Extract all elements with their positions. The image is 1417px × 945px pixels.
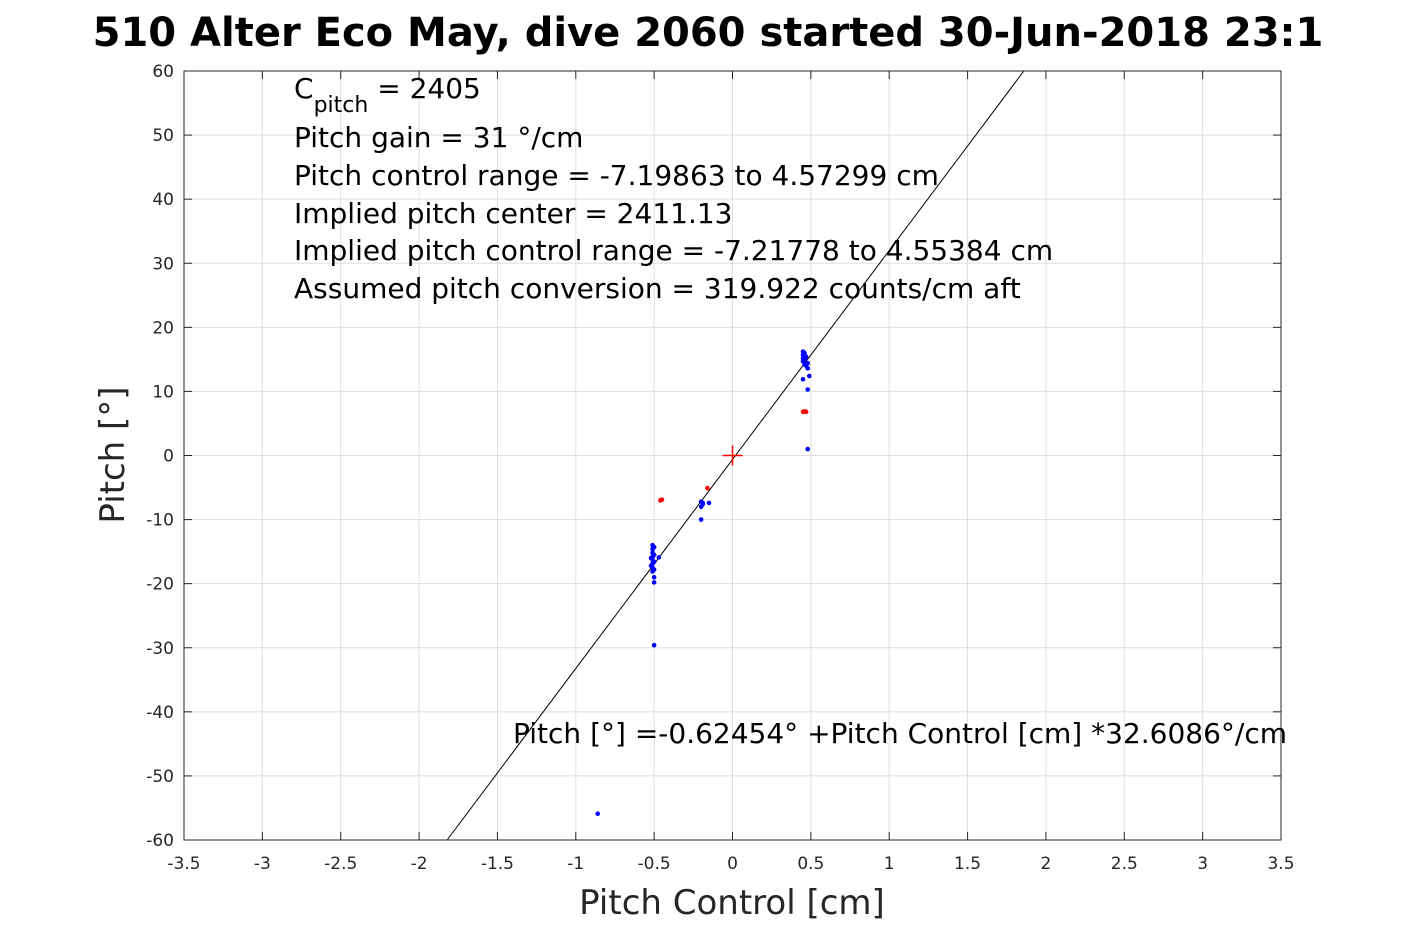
x-axis-ticks: -3.5 -3 -2.5 -2 -1.5 -1 -0.5 0 0.5 1 1.5 2 2.5 3 3.5 xyxy=(167,71,1295,874)
x-tick-label: -2 xyxy=(411,854,428,874)
blue-data-point xyxy=(656,555,662,560)
c-pitch-subscript: pitch xyxy=(314,93,369,118)
y-axis-ticks: -60 -50 -40 -30 -20 -10 0 10 20 30 40 50 60 xyxy=(146,62,1281,851)
x-axis-label: Pitch Control [cm] xyxy=(579,883,885,923)
y-tick-label: -40 xyxy=(146,703,174,723)
blue-data-point xyxy=(698,517,704,522)
blue-data-point xyxy=(802,350,807,356)
x-tick-label: 3 xyxy=(1197,854,1208,874)
y-tick-label: 0 xyxy=(163,447,174,467)
y-tick-label: -60 xyxy=(146,831,174,851)
blue-data-point xyxy=(803,354,809,360)
blue-data-point xyxy=(651,567,657,572)
fit-equation: Pitch [°] =-0.62454° +Pitch Control [cm]… xyxy=(513,717,1287,750)
blue-data-point xyxy=(805,360,811,366)
x-tick-label: -1.5 xyxy=(481,854,514,874)
y-tick-label: -20 xyxy=(146,575,174,595)
x-tick-label: 2 xyxy=(1041,854,1052,874)
red-data-point xyxy=(659,497,665,503)
blue-data-point xyxy=(651,552,657,558)
blue-data-point xyxy=(651,544,657,550)
annotation-implied-pitch-control-range: Implied pitch control range = -7.21778 t… xyxy=(294,234,1053,267)
y-tick-label: -30 xyxy=(146,639,174,659)
blue-data-point xyxy=(651,574,657,580)
annotation-pitch-control-range: Pitch control range = -7.19863 to 4.5729… xyxy=(294,159,939,192)
x-tick-label: -3.5 xyxy=(167,854,200,874)
blue-data-point xyxy=(706,500,712,506)
y-tick-label: 20 xyxy=(152,318,174,338)
x-tick-label: 0.5 xyxy=(797,854,824,874)
y-tick-label: 30 xyxy=(152,254,174,274)
center-marker-layer xyxy=(722,445,743,466)
blue-data-point xyxy=(648,563,654,569)
blue-data-point xyxy=(805,446,811,452)
blue-data-point xyxy=(651,642,657,648)
x-tick-label: 1.5 xyxy=(954,854,981,874)
blue-data-point xyxy=(651,580,657,585)
annotation-implied-pitch-center: Implied pitch center = 2411.13 xyxy=(294,197,732,230)
annotation-c-pitch: Cpitch = 2405 xyxy=(294,72,481,118)
blue-data-point xyxy=(698,504,704,510)
blue-data-point xyxy=(800,376,806,382)
x-tick-label: 2.5 xyxy=(1111,854,1138,874)
y-tick-label: 40 xyxy=(152,190,174,210)
c-pitch-symbol: C xyxy=(294,72,314,105)
grid xyxy=(184,71,1281,840)
x-tick-label: 1 xyxy=(884,854,895,874)
x-tick-label: -2.5 xyxy=(324,854,357,874)
y-tick-label: -10 xyxy=(146,511,174,531)
y-axis-label: Pitch [°] xyxy=(93,386,133,523)
blue-data-point xyxy=(595,811,601,817)
y-tick-label: -50 xyxy=(146,767,174,787)
x-tick-label: 0 xyxy=(727,854,738,874)
x-tick-label: 3.5 xyxy=(1267,854,1294,874)
blue-data-point xyxy=(648,555,654,561)
red-data-point xyxy=(803,409,809,415)
y-tick-label: 60 xyxy=(152,62,174,82)
blue-data-point xyxy=(651,559,657,565)
c-pitch-value: = 2405 xyxy=(368,72,481,105)
info-annotations: Cpitch = 2405 Pitch gain = 31 °/cm Pitch… xyxy=(294,72,1287,750)
red-data-point xyxy=(705,485,710,491)
y-tick-label: 50 xyxy=(152,126,174,146)
data-points xyxy=(595,349,812,817)
blue-data-point xyxy=(700,500,706,506)
x-tick-label: -3 xyxy=(254,854,271,874)
center-plus-marker xyxy=(722,445,743,466)
blue-data-point xyxy=(805,387,811,392)
x-tick-label: -1 xyxy=(567,854,584,874)
chart-title: 510 Alter Eco May, dive 2060 started 30-… xyxy=(93,10,1324,56)
y-tick-label: 10 xyxy=(152,382,174,402)
x-tick-label: -0.5 xyxy=(638,854,671,874)
blue-data-point xyxy=(806,373,812,379)
annotation-pitch-conversion: Assumed pitch conversion = 319.922 count… xyxy=(294,272,1021,305)
blue-data-point xyxy=(805,366,811,371)
annotation-pitch-gain: Pitch gain = 31 °/cm xyxy=(294,121,583,154)
